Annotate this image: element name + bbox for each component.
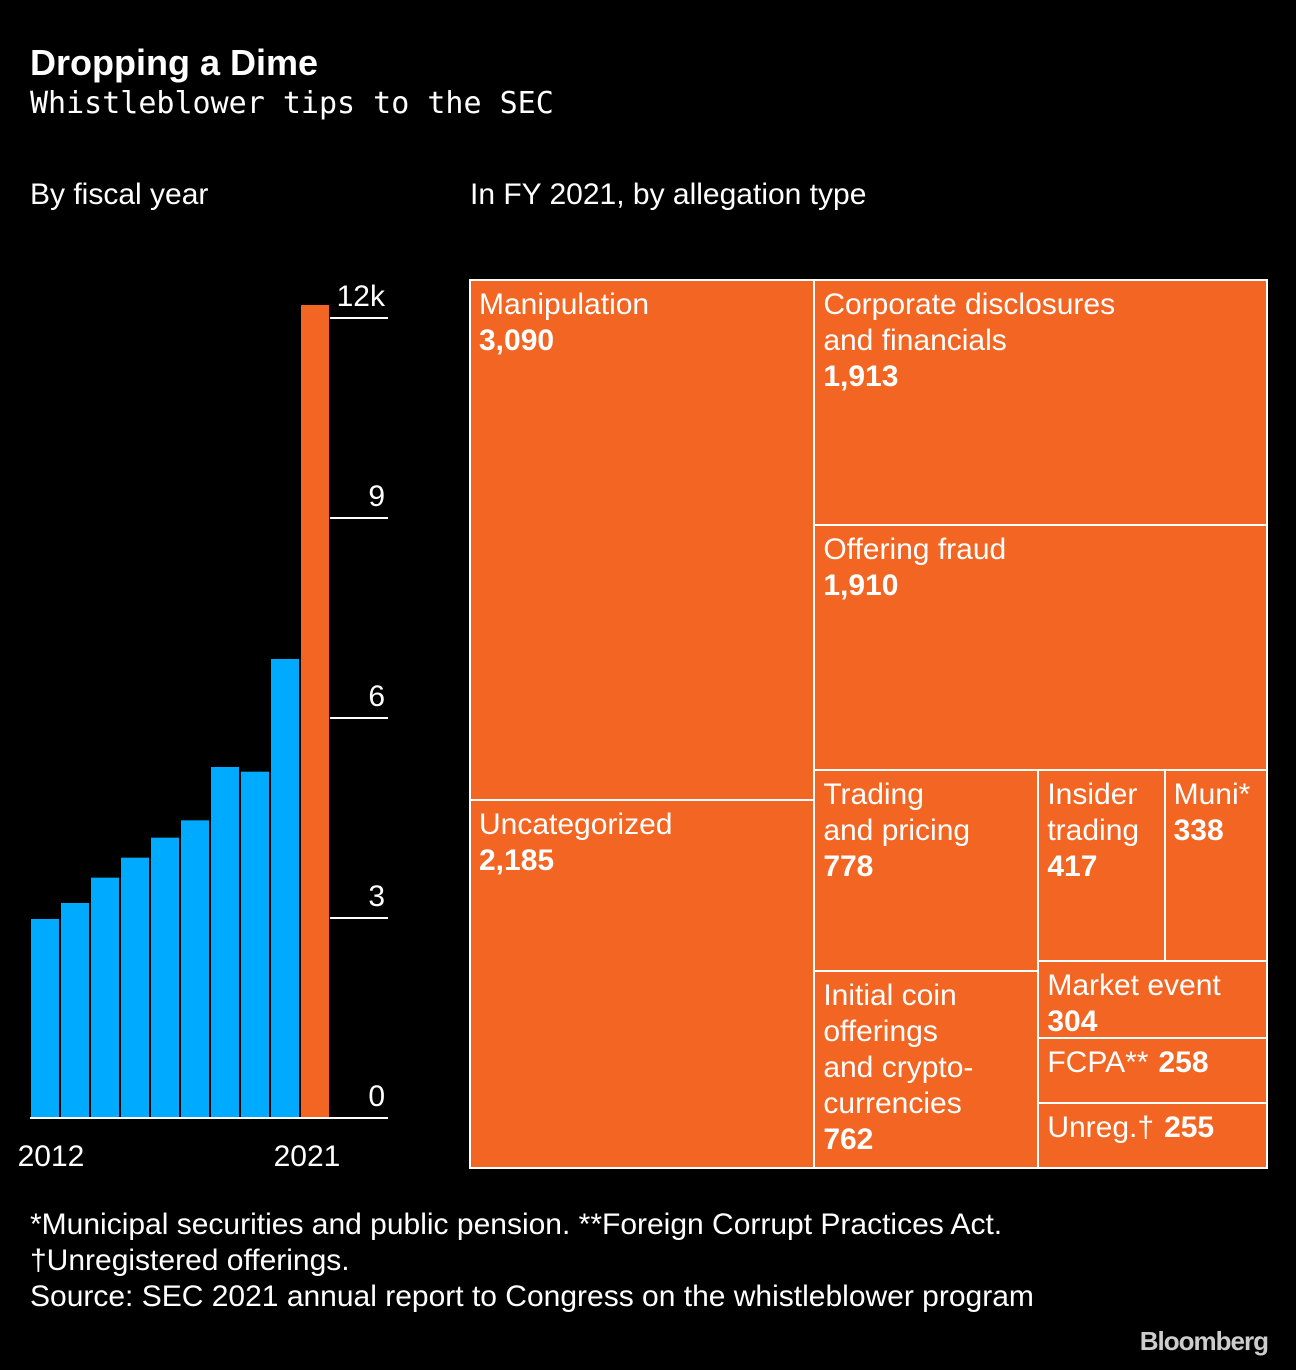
y-tick-label: 0 xyxy=(368,1080,385,1113)
treemap-cell: Muni* 338 xyxy=(1163,768,1268,962)
bar xyxy=(29,917,61,1119)
cell-label: Manipulation xyxy=(479,288,650,321)
cell-value: 258 xyxy=(1158,1045,1209,1079)
treemap-cell: Uncategorized 2,185 xyxy=(469,799,816,1169)
cell-label: FCPA** xyxy=(1047,1045,1149,1079)
footnote: *Municipal securities and public pension… xyxy=(30,1208,1003,1241)
bar-chart: 2012 2021 0 3 6 9 12k xyxy=(18,280,388,1173)
treemap-cell: Insider trading 417 xyxy=(1037,768,1166,962)
treemap-cell: Trading and pricing 778 xyxy=(813,768,1040,972)
title: Dropping a Dime xyxy=(30,42,319,83)
cell-value: 417 xyxy=(1047,849,1098,883)
cell-value: 1,913 xyxy=(823,360,899,393)
cell-value: 2,185 xyxy=(479,844,555,878)
cell-value: 304 xyxy=(1047,1004,1098,1038)
logo: Bloomberg xyxy=(1139,1326,1269,1356)
bar xyxy=(269,657,301,1119)
bar xyxy=(209,765,241,1119)
bar xyxy=(149,835,181,1120)
source: Source: SEC 2021 annual report to Congre… xyxy=(30,1280,1034,1313)
cell-value: 338 xyxy=(1173,813,1224,847)
cell-label: Unreg.† xyxy=(1047,1111,1155,1145)
treemap-cell: Unreg.† 255 xyxy=(1037,1102,1268,1169)
subtitle: Whistleblower tips to the SEC xyxy=(30,86,554,121)
bar xyxy=(179,818,211,1119)
bar-title: By fiscal year xyxy=(30,178,209,211)
cell-label: Trading and pricing xyxy=(823,777,971,847)
treemap-cell: Corporate disclosures and financials 1,91… xyxy=(813,279,1268,526)
cell-value: 778 xyxy=(823,849,874,883)
y-tick-label: 3 xyxy=(368,880,385,913)
treemap-cell: Offering fraud 1,910 xyxy=(813,523,1268,771)
cell-label: Muni* xyxy=(1173,777,1251,811)
cell-label: Corporate disclosures and financials xyxy=(823,288,1116,357)
treemap-cell: Market event 304 xyxy=(1037,959,1268,1039)
cell-value: 1,910 xyxy=(823,568,899,602)
cell-value: 3,090 xyxy=(479,324,555,357)
cell-value: 762 xyxy=(823,1122,874,1156)
x-tick-label: 2021 xyxy=(274,1140,341,1173)
y-tick-label: 6 xyxy=(368,680,385,713)
treemap-cell: Initial coin offerings and crypto- curre… xyxy=(813,969,1040,1169)
treemap-cell: Manipulation 3,090 xyxy=(469,279,816,802)
bar xyxy=(59,901,91,1119)
cell-label: Initial coin offerings and crypto- curre… xyxy=(823,978,974,1120)
cell-label: Offering fraud xyxy=(823,532,1007,566)
bar xyxy=(239,769,271,1120)
treemap-title: In FY 2021, by allegation type xyxy=(470,178,867,211)
y-tick-label: 12k xyxy=(337,280,386,313)
bar xyxy=(89,875,121,1120)
cell-label: Market event xyxy=(1047,968,1221,1002)
treemap-cell: FCPA** 258 xyxy=(1037,1036,1268,1105)
bar xyxy=(299,303,331,1119)
cell-label: Insider trading xyxy=(1047,777,1140,847)
cell-value: 255 xyxy=(1164,1111,1215,1145)
bar xyxy=(119,855,151,1120)
footnote: †Unregistered offerings. xyxy=(30,1244,350,1277)
cell-label: Uncategorized xyxy=(479,808,673,842)
x-tick-label: 2012 xyxy=(18,1140,85,1173)
treemap: Manipulation 3,090 Uncategorized 2,185 Corpo… xyxy=(469,279,1268,1169)
y-tick-label: 9 xyxy=(368,480,385,513)
